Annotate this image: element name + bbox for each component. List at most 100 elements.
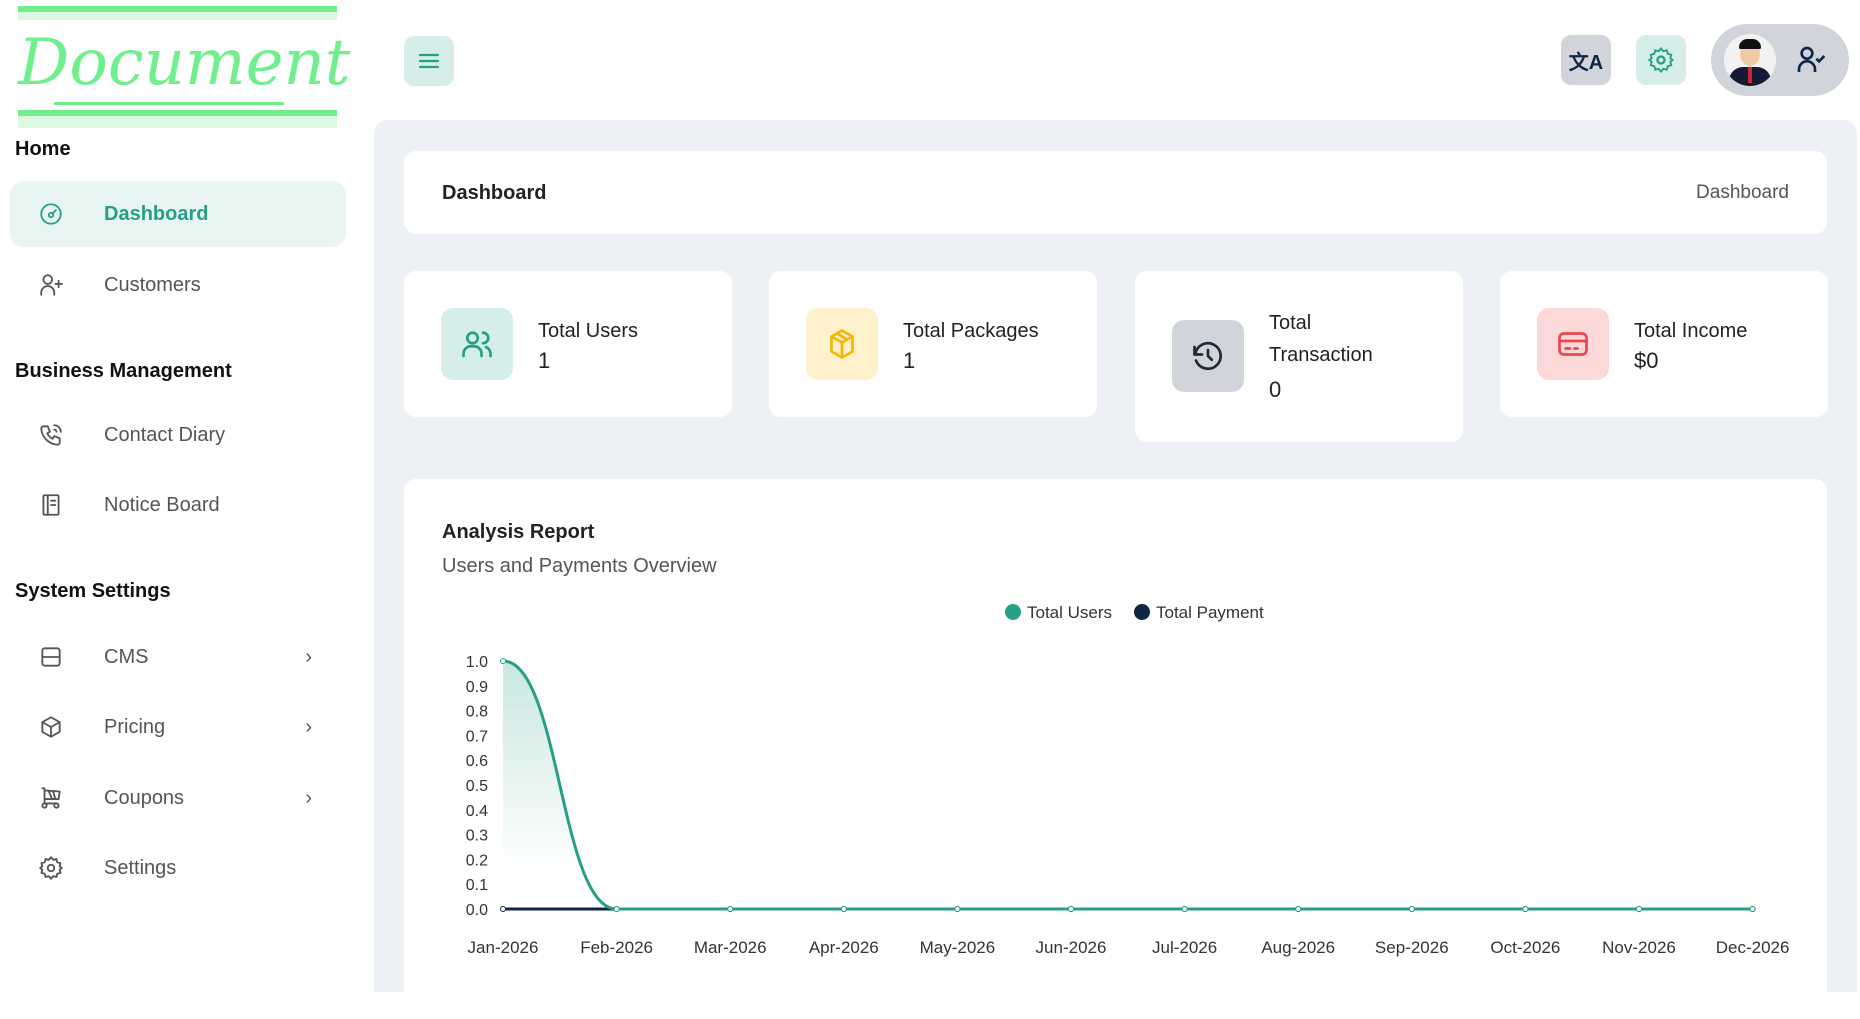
y-tick-label: 0.5 [466,778,488,795]
y-tick-label: 0.1 [466,877,488,894]
notebook-icon [36,490,66,520]
logo: Document [18,6,350,128]
dashboard-icon [36,199,66,229]
sidebar-item-cms[interactable]: CMS › [10,624,346,690]
x-tick-label: Sep-2026 [1375,938,1449,957]
total-users-point [1522,906,1529,912]
report-title: Analysis Report [442,521,595,543]
sidebar-item-label: CMS [104,645,149,668]
x-tick-label: Aug-2026 [1261,938,1335,957]
sidebar-item-coupons[interactable]: Coupons › [10,765,346,831]
legend-marker [1005,604,1021,620]
profile-menu[interactable] [1711,24,1849,96]
stat-label: Total Income [1634,320,1748,342]
section-system-settings: System Settings [15,580,171,602]
total-users-area [503,661,1753,909]
gear-icon [36,853,66,883]
total-users-point [1295,906,1302,912]
translate-icon: 文A [1568,51,1604,74]
stat-value: 0 [1269,377,1282,402]
total-users-point [613,906,620,912]
x-tick-label: Feb-2026 [580,938,653,957]
section-business-management: Business Management [15,360,232,382]
sidebar-item-settings[interactable]: Settings [10,835,346,901]
report-subtitle: Users and Payments Overview [442,555,717,577]
legend-marker [1134,604,1150,620]
total-users-point [840,906,847,912]
users-icon [441,308,513,380]
analysis-report-card: Analysis Report Users and Payments Overv… [404,479,1827,1019]
section-home: Home [15,138,71,160]
settings-button[interactable] [1636,35,1686,85]
x-tick-label: Jun-2026 [1036,938,1107,957]
analysis-chart: 0.0 0.1 0.2 0.3 0.4 0.5 0.6 0.7 0.8 0.9 1.0 Jan-202… [466,603,1790,957]
stat-card-total-packages: Total Packages 1 [769,271,1097,417]
y-tick-label: 0.3 [466,828,488,845]
stat-label: Total Transaction [1269,312,1373,366]
page-title: Dashboard [442,182,547,204]
sidebar-item-label: Notice Board [104,493,220,516]
sidebar-item-label: Coupons [104,786,185,809]
total-users-point [1408,906,1415,912]
sidebar-item-pricing[interactable]: Pricing › [10,694,346,760]
y-tick-label: 0.7 [466,728,488,745]
history-icon [1172,320,1244,392]
phone-icon [36,420,66,450]
y-tick-label: 0.6 [466,753,488,770]
y-tick-label: 0.2 [466,852,488,869]
total-users-line [502,659,1753,911]
y-tick-label: 0.8 [466,704,488,721]
box-icon [36,712,66,742]
total-payment-point [500,906,506,912]
sidebar-item-label: Settings [104,856,177,879]
y-tick-label: 0.4 [466,803,488,820]
menu-toggle-button[interactable] [404,36,454,86]
x-tick-label: Mar-2026 [694,938,767,957]
x-tick-label: Apr-2026 [809,938,879,957]
sidebar-item-contact-diary[interactable]: Contact Diary [10,402,346,468]
x-tick-label: May-2026 [920,938,996,957]
stat-value: 1 [903,348,916,373]
package-icon [806,308,878,380]
chevron-right-icon: › [305,645,312,668]
chevron-right-icon: › [305,786,312,809]
total-users-point [1068,906,1074,912]
sidebar-item-label: Contact Diary [104,423,226,446]
x-tick-label: Nov-2026 [1602,938,1676,957]
user-check-icon [1797,46,1826,72]
x-tick-label: Jul-2026 [1152,938,1217,957]
sidebar-item-label: Customers [104,273,201,296]
gear-icon [1647,46,1675,74]
stat-label: Total Users [538,320,639,342]
total-users-point [1749,906,1756,912]
stat-card-total-transaction: Total Transaction 0 [1135,271,1463,442]
total-users-point [1636,906,1642,912]
stat-label: Total Packages [903,320,1039,342]
legend-label: Total Payment [1156,603,1264,622]
sidebar-item-notice-board[interactable]: Notice Board [10,472,346,538]
hamburger-icon [418,53,440,69]
breadcrumb-current[interactable]: Dashboard [1696,182,1789,203]
chevron-right-icon: › [305,715,312,738]
sidebar-item-dashboard[interactable]: Dashboard [10,181,346,247]
breadcrumb-card: Dashboard Dashboard [404,151,1827,234]
total-users-point [727,906,734,912]
x-tick-label: Oct-2026 [1490,938,1560,957]
total-users-point [500,658,506,664]
layout-icon [36,642,66,672]
user-plus-icon [36,270,66,300]
credit-card-icon [1537,308,1609,380]
x-tick-label: Dec-2026 [1716,938,1790,957]
legend-label: Total Users [1027,603,1112,622]
stat-card-total-users: Total Users 1 [404,271,732,417]
stat-card-total-income: Total Income $0 [1500,271,1828,417]
language-button[interactable]: 文A [1561,35,1611,85]
sidebar-item-customers[interactable]: Customers [10,252,346,318]
logo-text: Document [18,20,350,112]
total-users-point [954,906,961,912]
stat-value: $0 [1634,348,1659,373]
sidebar-item-label: Pricing [104,715,166,738]
total-users-point [1181,906,1188,912]
y-tick-label: 0.9 [466,679,488,696]
stat-value: 1 [538,348,551,373]
